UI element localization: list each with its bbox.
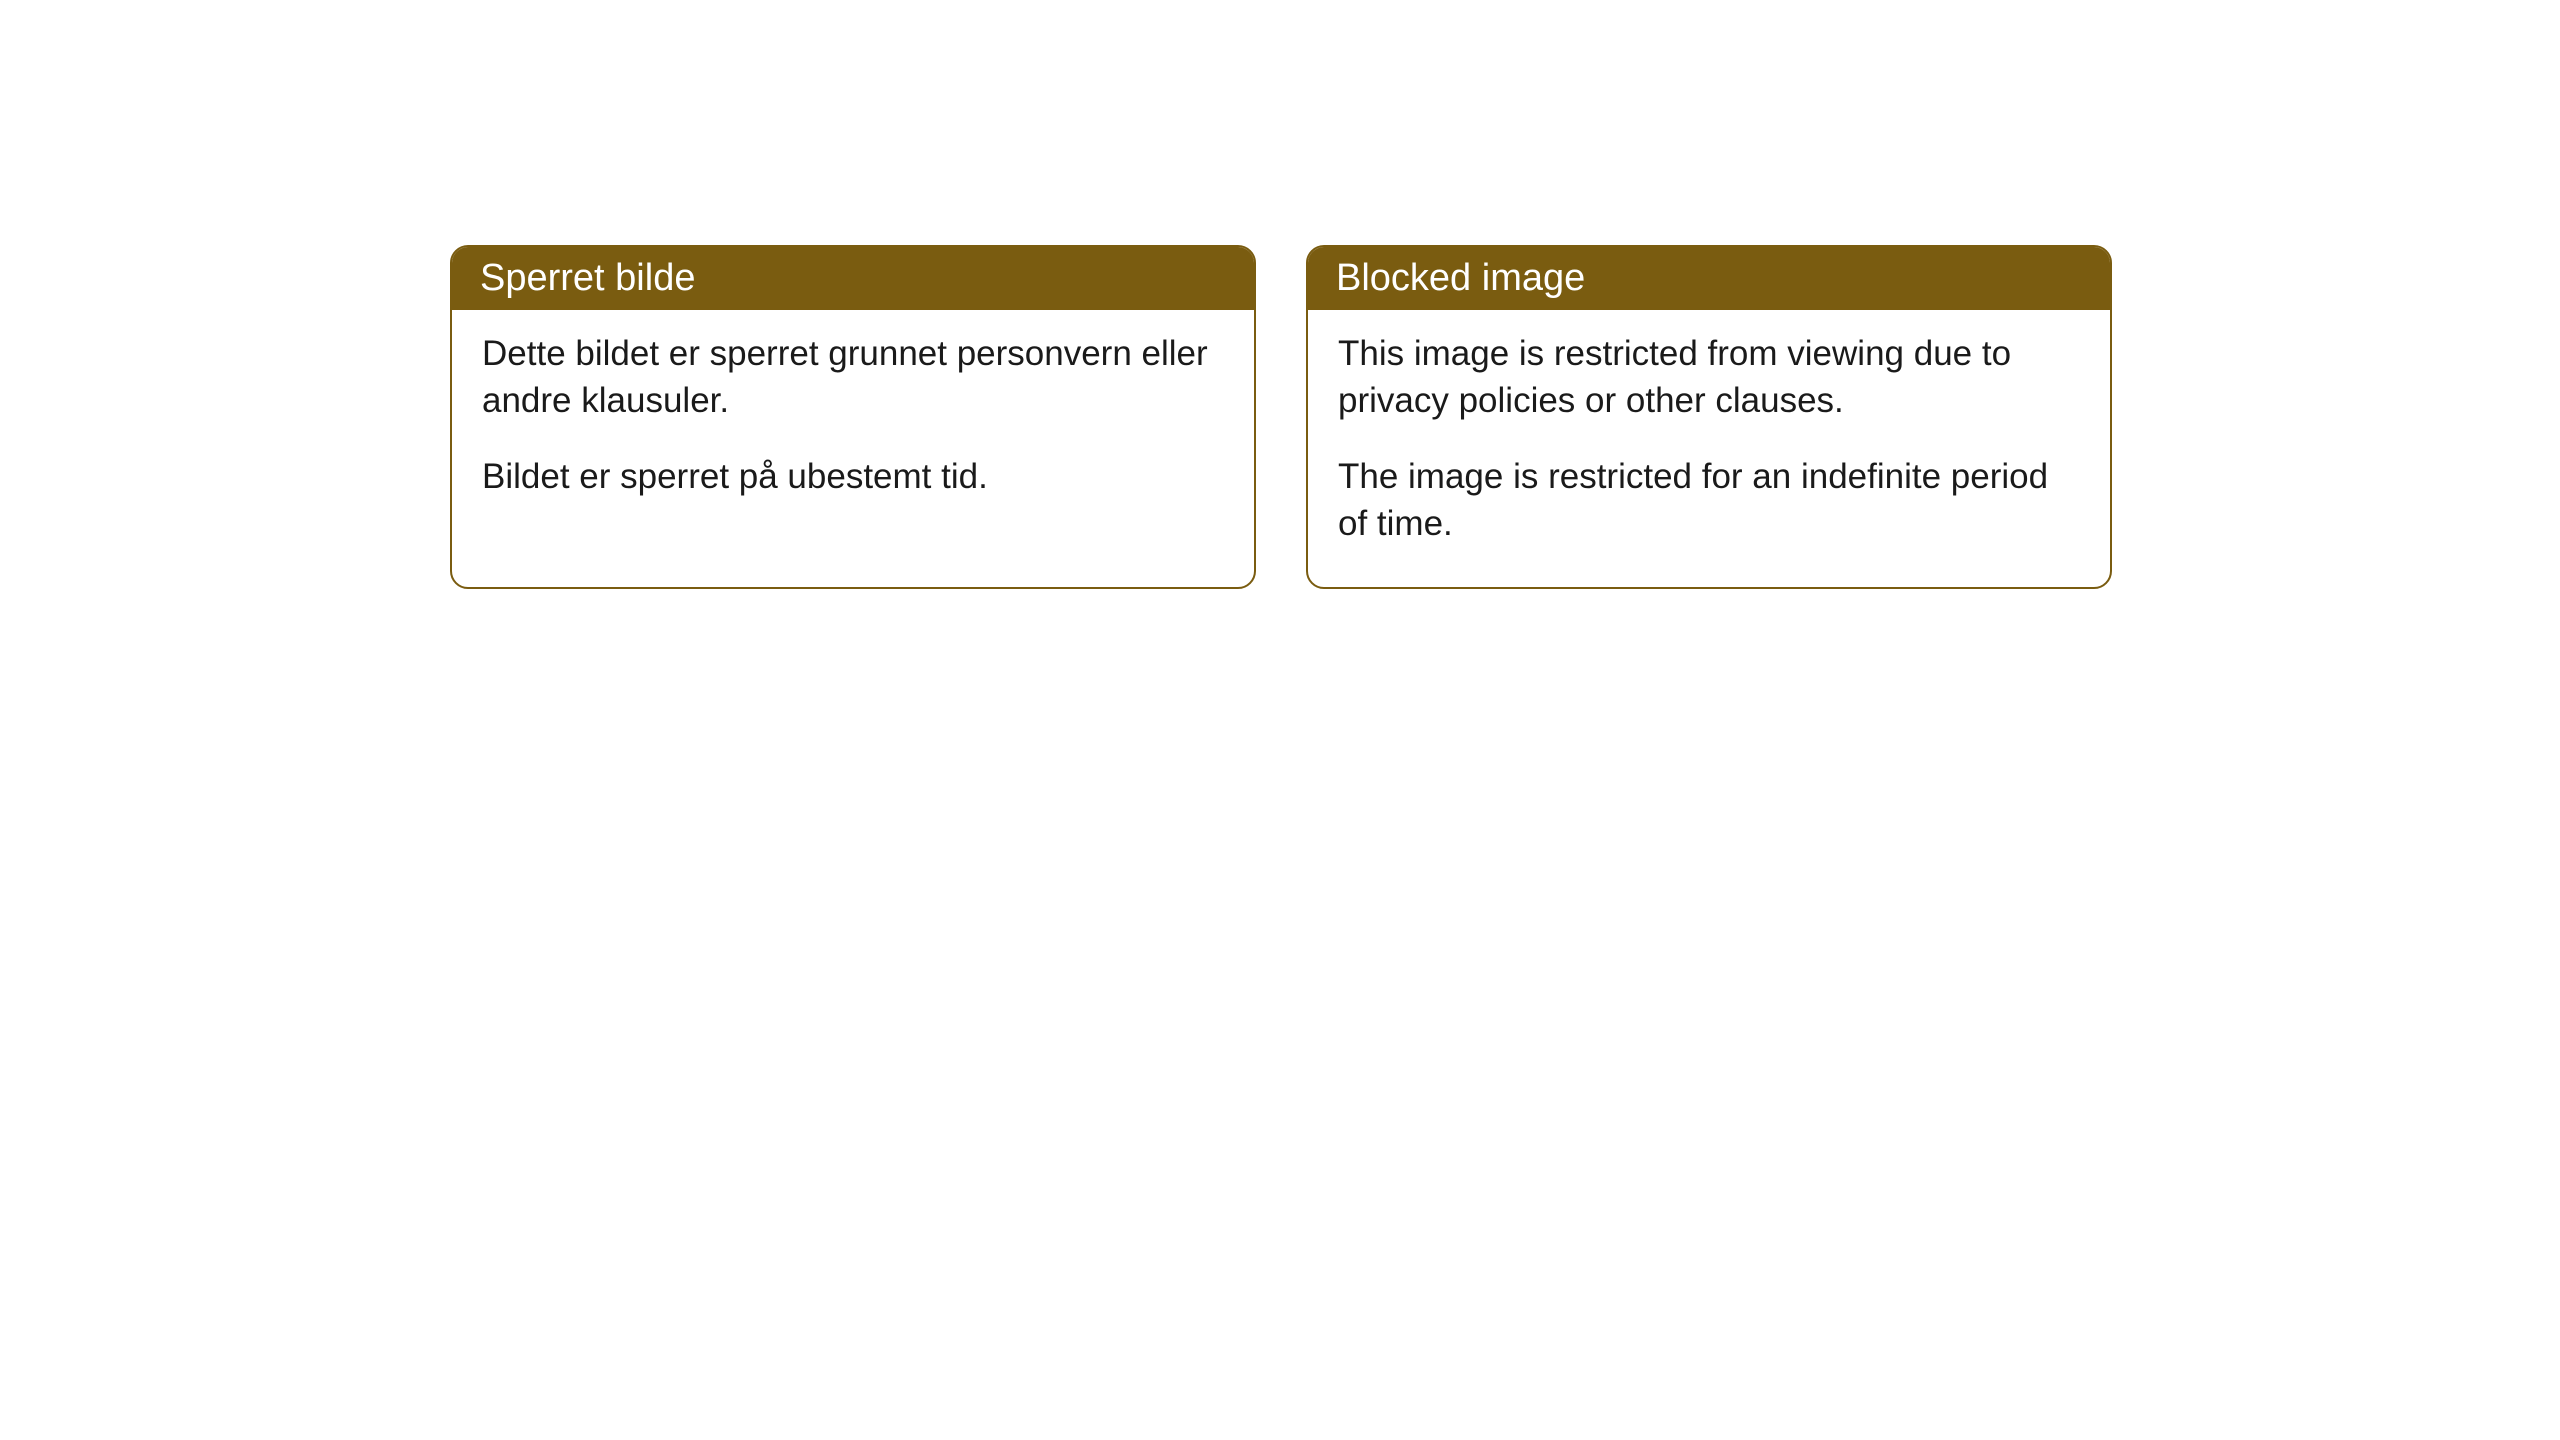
card-paragraph-1: This image is restricted from viewing du… — [1338, 330, 2080, 425]
card-header: Blocked image — [1308, 247, 2110, 310]
card-paragraph-2: Bildet er sperret på ubestemt tid. — [482, 453, 1224, 500]
card-body: Dette bildet er sperret grunnet personve… — [452, 310, 1254, 540]
blocked-image-card-norwegian: Sperret bilde Dette bildet er sperret gr… — [450, 245, 1256, 589]
card-paragraph-2: The image is restricted for an indefinit… — [1338, 453, 2080, 548]
card-paragraph-1: Dette bildet er sperret grunnet personve… — [482, 330, 1224, 425]
card-body: This image is restricted from viewing du… — [1308, 310, 2110, 587]
card-header: Sperret bilde — [452, 247, 1254, 310]
blocked-image-card-english: Blocked image This image is restricted f… — [1306, 245, 2112, 589]
cards-container: Sperret bilde Dette bildet er sperret gr… — [450, 245, 2112, 589]
card-title: Sperret bilde — [480, 257, 695, 299]
card-title: Blocked image — [1336, 257, 1585, 299]
